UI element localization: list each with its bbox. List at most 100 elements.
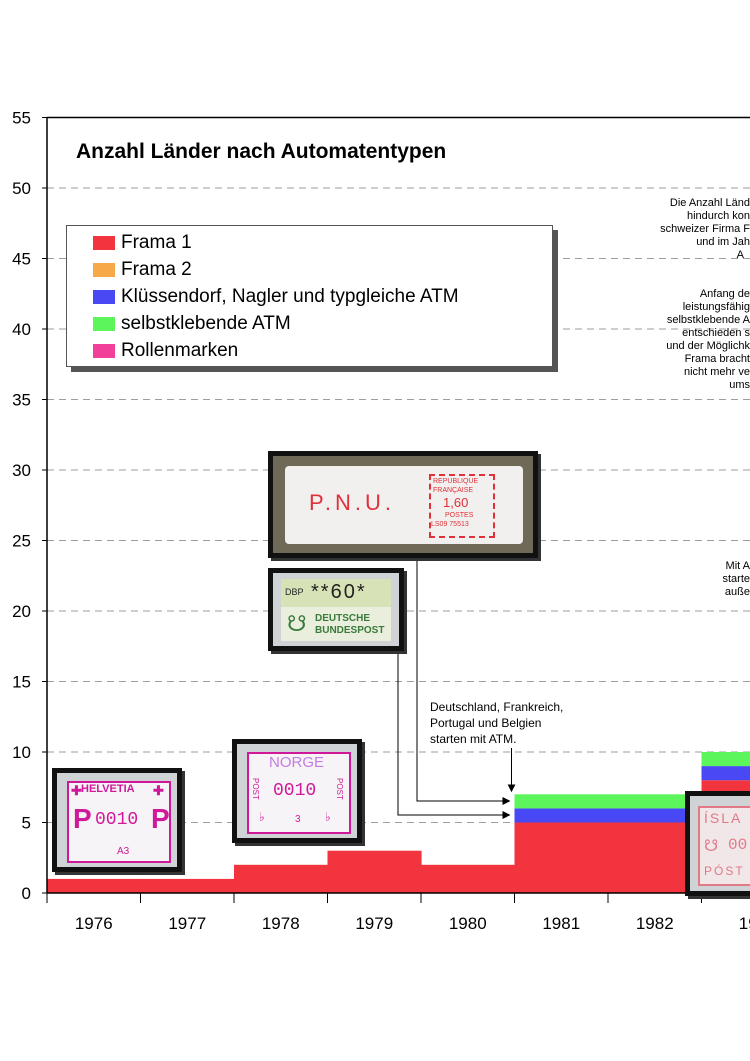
annotation-line: starten mit ATM. <box>430 732 517 746</box>
y-tick-label: 45 <box>12 250 31 269</box>
posthorn-icon: ♭ <box>325 810 331 824</box>
meter-frame <box>429 474 495 538</box>
y-tick-label: 55 <box>12 109 31 128</box>
side-text-line: starte <box>722 573 750 585</box>
bar-segment <box>421 864 516 893</box>
side-text-block-3: Mit A starte auße <box>722 560 750 599</box>
stamp-value: 00 <box>728 836 748 854</box>
x-tick-label: 1981 <box>542 914 580 933</box>
y-tick-label: 40 <box>12 320 31 339</box>
x-tick-label: 1976 <box>75 914 113 933</box>
posthorn-icon: ☋ <box>704 838 719 855</box>
legend-label: Frama 1 <box>121 232 192 253</box>
side-text-line: Mit A <box>725 560 750 572</box>
legend-item-frama-2: Frama 2 <box>93 257 192 283</box>
annotation-line: Deutschland, Frankreich, <box>430 700 564 714</box>
stamp-value: **60* <box>311 581 367 603</box>
bar-segment <box>140 878 235 893</box>
bar-segment <box>514 794 609 809</box>
bar-segment <box>514 822 609 893</box>
stamp-top-band <box>281 579 391 607</box>
bar-segment <box>701 752 750 767</box>
stamp-letter-right: P <box>151 803 170 834</box>
legend-label: Klüssendorf, Nagler und typgleiche ATM <box>121 286 459 307</box>
stamp-side: PÓST <box>704 864 745 878</box>
y-tick-label: 30 <box>12 461 31 480</box>
side-text-line: leistungsfähig <box>682 301 750 313</box>
legend-swatch <box>93 263 115 277</box>
legend-item-rollenmarken: Rollenmarken <box>93 338 238 364</box>
side-text-line: A <box>736 249 744 261</box>
y-tick-label: 25 <box>12 532 31 551</box>
stamp-text: P.N.U. <box>309 490 395 515</box>
posthorn-icon: ☋ <box>287 611 307 636</box>
side-text-line: entschieden s <box>682 327 750 339</box>
y-tick-label: 10 <box>12 743 31 762</box>
bar-segment <box>327 850 422 893</box>
stamp-title: HELVETIA <box>81 783 135 795</box>
meter-line: FRANÇAISE <box>433 487 474 494</box>
x-tick-labels: 1976 1977 1978 1979 1980 1981 1982 19 <box>75 914 750 933</box>
side-text-line: und der Möglichk <box>666 340 750 352</box>
legend-label: selbstklebende ATM <box>121 313 291 334</box>
stamp-frame <box>247 752 351 834</box>
stamp-image-dbp: DBP **60* ☋ DEUTSCHE BUNDESPOST <box>268 568 404 651</box>
stamp-letter-left: P <box>73 803 92 834</box>
side-text-line: schweizer Firma F <box>660 223 750 235</box>
stamp-image-island: ÍSLA 00 ☋ PÓST <box>685 791 750 896</box>
stamp-side-left: POST <box>251 778 260 800</box>
side-text-line: Frama bracht <box>684 353 750 365</box>
bar-segment <box>234 864 329 893</box>
stamp-image-helvetia: HELVETIA ✚ ✚ P 0010 P A3 <box>52 768 182 872</box>
stamp-line: BUNDESPOST <box>315 625 385 636</box>
legend-swatch <box>93 236 115 250</box>
stamp-prefix: DBP <box>285 587 304 597</box>
x-tick-label: 1978 <box>262 914 300 933</box>
side-text-line: und im Jah <box>696 236 750 248</box>
bar-segment <box>608 794 703 809</box>
side-text-line: selbstklebende A <box>666 314 750 326</box>
annotation-line: Portugal und Belgien <box>430 716 542 730</box>
meter-line: REPUBLIQUE <box>433 478 479 485</box>
bar-segment <box>701 766 750 781</box>
stamp-title: NORGE <box>269 754 325 771</box>
meter-line: POSTES <box>445 512 474 519</box>
x-tick-label: 19 <box>739 914 750 933</box>
side-text-line: Die Anzahl Länd <box>669 197 750 209</box>
y-tick-labels: 0 5 10 15 20 25 30 35 40 45 50 55 <box>12 109 31 904</box>
x-tick-label: 1979 <box>355 914 393 933</box>
side-text-line: nicht mehr ve <box>683 366 750 378</box>
meter-line: LS09 75513 <box>431 521 469 528</box>
side-text-line: Anfang de <box>699 288 750 300</box>
legend-item-selbstklebende: selbstklebende ATM <box>93 311 291 337</box>
stamp-frame <box>285 466 523 544</box>
x-tick-label: 1977 <box>168 914 206 933</box>
side-text-block-1: Die Anzahl Länd hindurch kon schweizer F… <box>660 197 750 262</box>
meter-value: 1,60 <box>443 495 469 510</box>
chart-title: Anzahl Länder nach Automatentypen <box>76 140 447 163</box>
stamp-frame <box>698 806 750 886</box>
cross-icon: ✚ <box>153 783 164 798</box>
stamp-title: ÍSLA <box>704 810 743 826</box>
stamp-frame <box>67 781 171 863</box>
stamp-image-pnu: P.N.U. REPUBLIQUE FRANÇAISE 1,60 POSTES … <box>268 451 538 558</box>
bar-segment <box>608 808 703 823</box>
legend-item-kluessendorf: Klüssendorf, Nagler und typgleiche ATM <box>93 284 459 310</box>
x-tick-label: 1982 <box>636 914 674 933</box>
stamp-value: 0010 <box>273 781 317 801</box>
stamp-line: DEUTSCHE <box>315 613 371 624</box>
annotation-text: Deutschland, Frankreich, Portugal und Be… <box>430 699 563 747</box>
pnu-arrow <box>416 558 511 805</box>
side-text-line: ums <box>729 379 750 391</box>
stamp-side-right: POST <box>335 778 344 800</box>
stamp-code: A3 <box>117 846 130 857</box>
legend-swatch <box>93 317 115 331</box>
posthorn-icon: ♭ <box>259 810 265 824</box>
legend-label: Frama 2 <box>121 259 192 280</box>
side-text-line: auße <box>724 586 750 598</box>
bar-segment <box>47 878 142 893</box>
stamp-code: 3 <box>295 814 301 825</box>
side-text-line: hindurch kon <box>687 210 750 222</box>
legend-item-frama-1: Frama 1 <box>93 230 192 256</box>
y-tick-label: 50 <box>12 179 31 198</box>
